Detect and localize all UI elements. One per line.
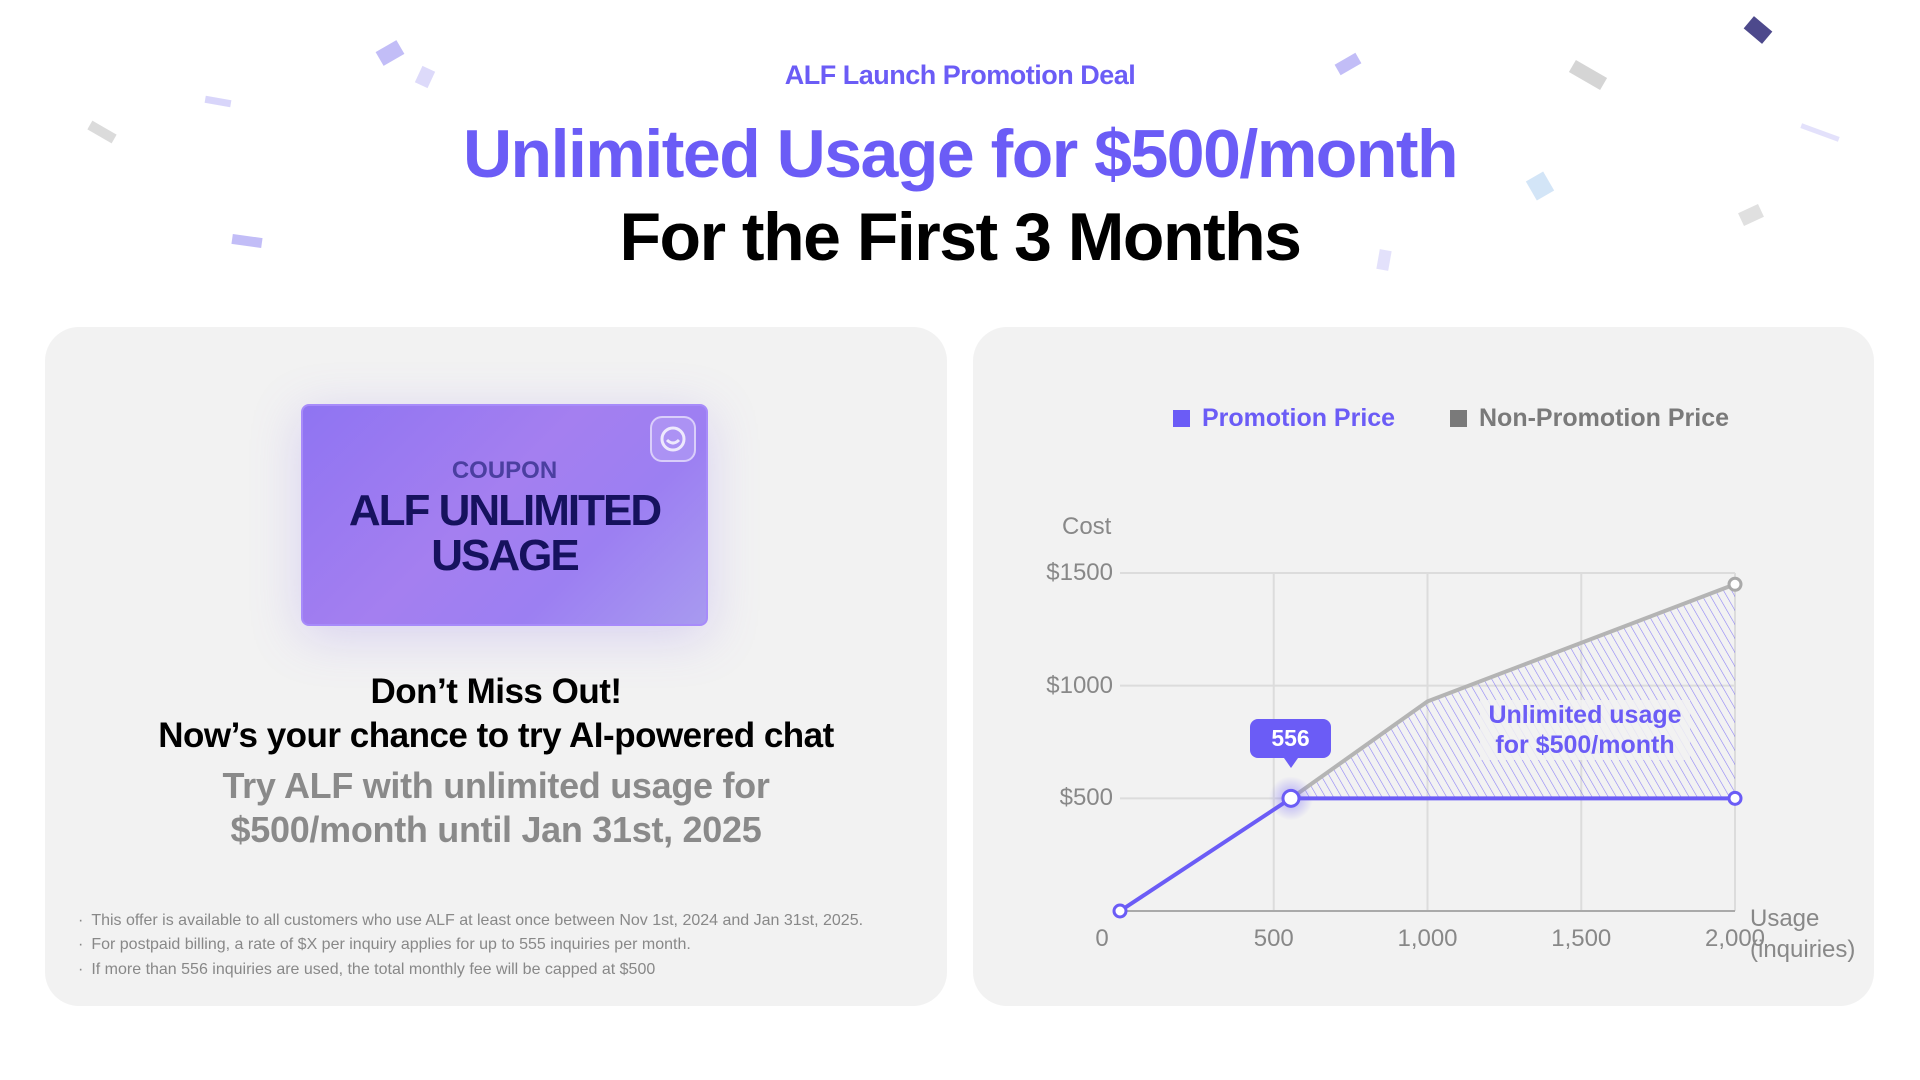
x-axis-label-line: Usage [1750,905,1820,932]
y-tick-label: $1500 [1046,559,1113,586]
coupon: COUPON ALF UNLIMITED USAGE [301,404,708,626]
coupon-label: COUPON [451,457,558,484]
x-tick-label: 500 [1253,925,1294,952]
offer-text: $500/month until Jan 31st, 2025 [230,809,762,850]
promo-eyebrow: ALF Launch Promotion Deal [784,60,1136,90]
x-tick-label: 1,500 [1551,925,1612,952]
x-axis-label-line: (inquiries) [1750,936,1856,963]
y-axis-label: Cost [1062,513,1112,540]
x-tick-label: 0 [1095,925,1109,952]
annotation-line: Unlimited usage [1488,701,1682,729]
y-tick-label: $1000 [1046,671,1113,699]
legend-swatch [1173,410,1190,427]
savings-area [1290,584,1735,799]
coupon-title: ALF UNLIMITED USAGE [303,488,706,578]
tooltip: 556 [1250,719,1331,768]
legend-non-promotion: Non-Promotion Price [1450,404,1729,433]
x-tick-label: 2,000 [1704,925,1766,952]
y-tick-label: $500 [1059,784,1113,812]
headline: Now’s your chance to try AI-powered chat [158,716,834,755]
coupon-title-line: USAGE [431,531,579,580]
non-promotion-point [1727,576,1743,592]
footnote: For postpaid billing, a rate of $X per i… [78,936,690,954]
legend-label: Non-Promotion Price [1479,404,1730,432]
chat-bubble-icon [650,416,696,462]
footnote: This offer is available to all customers… [78,912,863,930]
x-axis-label: Usage (inquiries) [1750,903,1855,965]
offer-text: Try ALF with unlimited usage for [222,765,770,806]
x-tick-label: 1,000 [1397,925,1458,952]
page-subtitle: For the First 3 Months [619,199,1303,275]
chart-annotation: Unlimited usage for $500/month [1480,700,1690,760]
legend-promotion: Promotion Price [1173,404,1395,433]
promotion-point [1112,903,1128,919]
legend-swatch [1450,410,1467,427]
promotion-point [1727,790,1743,806]
footnote: If more than 556 inquiries are used, the… [78,961,655,979]
headline: Don’t Miss Out! [370,672,622,711]
non-promotion-line [1289,582,1736,800]
legend-label: Promotion Price [1202,404,1396,432]
coupon-title-line: ALF UNLIMITED [348,486,662,535]
page-title: Unlimited Usage for $500/month [462,116,1459,192]
annotation-line: for $500/month [1495,731,1675,759]
promotion-point [1281,788,1301,808]
